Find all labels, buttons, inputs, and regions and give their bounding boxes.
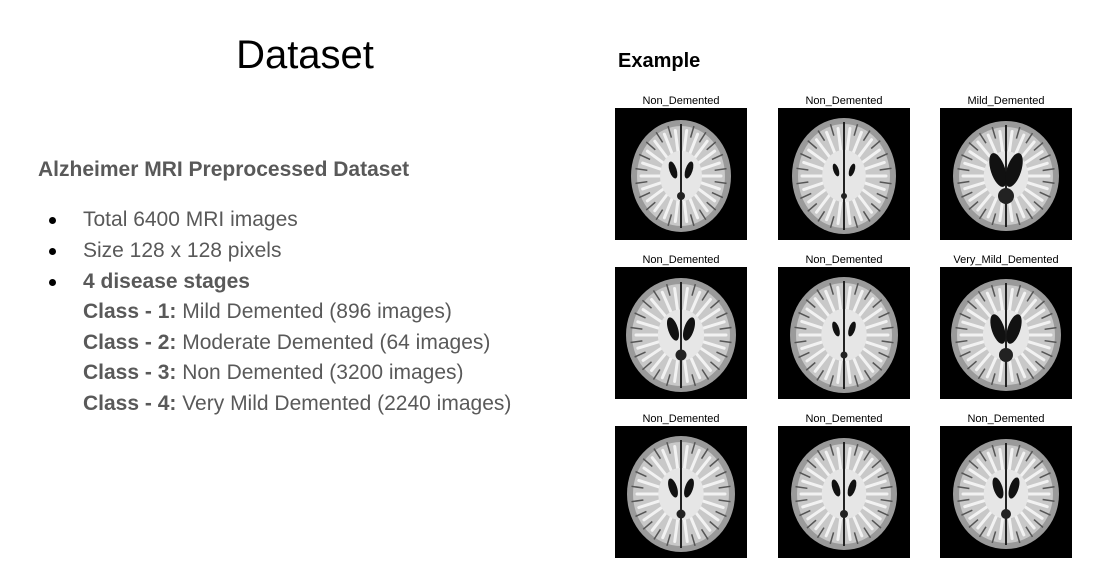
class-item: Class - 3: Non Demented (3200 images) [83,358,511,389]
bullet-disease-stages: 4 disease stages [45,266,298,297]
mri-caption: Non_Demented [805,95,883,107]
brain-scan-graphic [940,426,1072,558]
mri-image [615,267,747,399]
bullet-image-size: Size 128 x 128 pixels [45,235,298,266]
mri-image [615,426,747,558]
class-item: Class - 2: Moderate Demented (64 images) [83,328,511,359]
mri-image [778,108,910,240]
mri-caption: Non_Demented [642,254,720,266]
class-description: Mild Demented (896 images) [176,300,452,323]
brain-scan-graphic [778,267,910,399]
mri-image [940,426,1072,558]
brain-scan-graphic [940,108,1072,240]
class-item: Class - 4: Very Mild Demented (2240 imag… [83,389,511,420]
mri-caption: Non_Demented [805,413,883,425]
brain-scan-graphic [615,426,747,558]
mri-caption: Mild_Demented [967,95,1045,107]
mri-image [778,267,910,399]
slide-title: Dataset [236,33,374,77]
class-label: Class - 2: [83,330,177,354]
brain-scan-graphic [615,108,747,240]
class-description: Very Mild Demented (2240 images) [176,392,512,416]
mri-caption: Non_Demented [642,413,720,425]
mri-caption: Non_Demented [967,413,1045,425]
brain-scan-graphic [940,267,1072,399]
class-list: Class - 1: Mild Demented (896 images) Cl… [83,297,511,420]
class-label: Class - 3: [83,361,177,385]
bullet-list: Total 6400 MRI images Size 128 x 128 pix… [45,204,298,297]
brain-scan-graphic [778,108,910,240]
bullet-total-images: Total 6400 MRI images [45,204,298,235]
class-item: Class - 1: Mild Demented (896 images) [83,297,511,328]
class-description: Non Demented (3200 images) [176,361,464,385]
mri-caption: Non_Demented [642,95,720,107]
brain-scan-graphic [615,267,747,399]
class-label: Class - 4: [83,392,177,416]
brain-scan-graphic [778,426,910,558]
mri-image [940,108,1072,240]
mri-caption: Non_Demented [805,254,883,266]
class-label: Class - 1: [83,300,177,323]
class-description: Moderate Demented (64 images) [176,330,491,354]
mri-image [615,108,747,240]
example-heading: Example [618,50,701,72]
dataset-subtitle: Alzheimer MRI Preprocessed Dataset [38,158,410,181]
mri-caption: Very_Mild_Demented [953,254,1059,266]
mri-image [940,267,1072,399]
mri-image [778,426,910,558]
